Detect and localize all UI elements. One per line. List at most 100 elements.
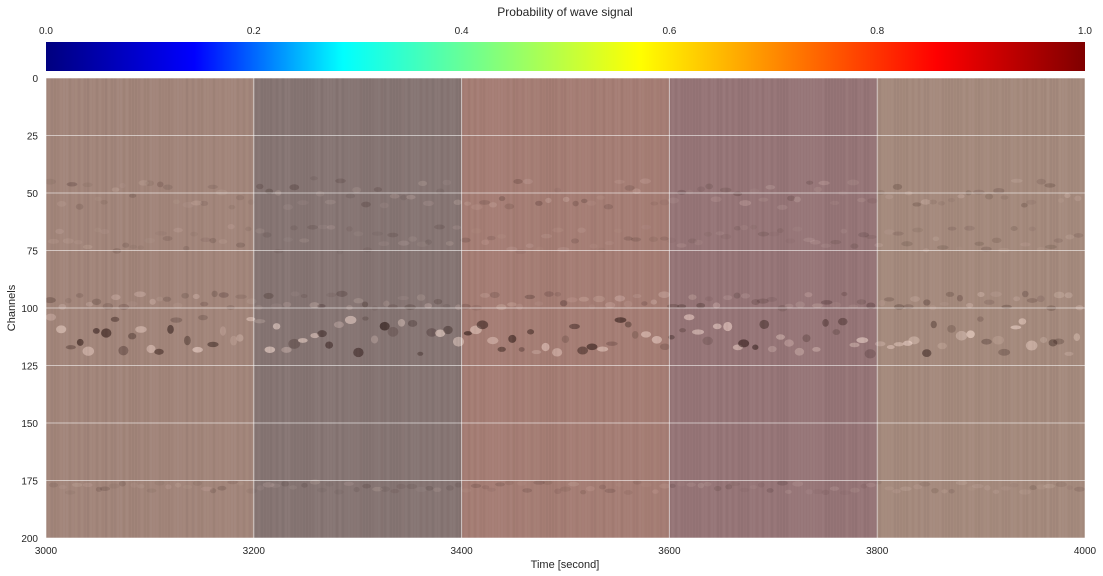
wave-blob <box>822 318 829 327</box>
wave-blob <box>353 231 364 237</box>
wave-blob <box>1040 336 1048 343</box>
wave-blob <box>820 243 831 248</box>
wave-blob <box>1029 485 1037 491</box>
wave-blob <box>200 301 209 307</box>
wave-blob <box>802 334 811 343</box>
wave-blob <box>650 201 659 206</box>
wave-blob <box>119 182 126 189</box>
wave-blob <box>913 484 923 490</box>
wave-blob <box>993 187 1005 194</box>
wave-blob <box>307 225 319 230</box>
wave-blob <box>1074 486 1085 492</box>
wave-blob <box>884 297 895 302</box>
x-tick-label: 3600 <box>658 546 681 557</box>
wave-blob <box>122 242 130 248</box>
wave-blob <box>471 228 482 234</box>
wave-blob <box>1074 195 1082 202</box>
wave-blob <box>910 296 921 302</box>
wave-blob <box>58 303 67 310</box>
wave-blob <box>262 232 272 238</box>
wave-blob <box>738 339 750 348</box>
y-tick-label: 150 <box>21 419 38 430</box>
wave-blob <box>165 484 172 490</box>
y-tick-label: 200 <box>21 534 38 545</box>
colorbar-label: Probability of wave signal <box>497 5 632 19</box>
wave-blob <box>794 347 805 356</box>
wave-blob <box>821 300 833 305</box>
wave-blob <box>624 185 635 191</box>
wave-blob <box>300 293 308 299</box>
wave-blob <box>1066 485 1073 490</box>
wave-blob <box>892 183 903 190</box>
wave-blob <box>345 193 356 199</box>
wave-blob <box>766 296 778 302</box>
wave-blob <box>82 346 95 356</box>
wave-blob <box>1010 178 1023 183</box>
wave-blob <box>614 317 627 323</box>
wave-blob <box>919 481 931 487</box>
y-tick-label: 175 <box>21 477 38 488</box>
wave-blob <box>542 480 553 485</box>
wave-blob <box>433 487 442 492</box>
wave-blob <box>821 489 830 496</box>
grid <box>45 77 1086 539</box>
wave-blob <box>333 489 344 495</box>
wave-blob <box>840 228 847 234</box>
wave-blob <box>1048 339 1058 347</box>
wave-blob <box>809 239 821 245</box>
wave-blob <box>1064 193 1071 199</box>
wave-blob <box>1000 195 1009 200</box>
wave-blob <box>733 226 741 231</box>
wave-blob <box>554 488 562 495</box>
y-ticks: 0 25 50 75 100 125 150 175 200 <box>21 74 38 545</box>
wave-blob <box>586 343 598 351</box>
wave-blob <box>290 225 298 231</box>
wave-blob <box>353 486 360 493</box>
wave-blob <box>422 200 434 206</box>
wave-blob <box>397 240 410 246</box>
wave-blob <box>299 238 310 243</box>
wave-blob <box>263 292 274 300</box>
wave-blob <box>390 489 400 494</box>
wave-blob <box>170 317 183 323</box>
wave-blob <box>192 293 200 300</box>
wave-blob <box>507 302 517 307</box>
wave-blob <box>65 297 72 304</box>
wave-blob <box>541 342 550 352</box>
wave-blob <box>767 231 780 237</box>
wave-blob <box>686 189 693 195</box>
wave-blob <box>667 197 679 204</box>
wave-blob <box>540 233 553 239</box>
wave-blob <box>46 178 56 185</box>
wave-blob <box>596 195 605 200</box>
wave-blob <box>688 238 697 244</box>
wave-blob <box>82 482 93 488</box>
wave-blob <box>373 187 383 192</box>
wave-blob <box>65 345 76 350</box>
wave-blob <box>884 486 895 491</box>
wave-blob <box>527 329 535 335</box>
wave-blob <box>966 330 975 339</box>
wave-blob <box>487 336 499 345</box>
wave-blob <box>219 326 226 336</box>
wave-blob <box>923 299 931 306</box>
wave-blob <box>856 299 867 305</box>
wave-blob <box>922 349 932 357</box>
wave-blob <box>479 200 491 205</box>
wave-blob <box>129 244 138 249</box>
wave-blob <box>496 304 507 311</box>
wave-blob <box>1010 225 1018 232</box>
x-ticks: 3000 3200 3400 3600 3800 4000 <box>35 546 1097 557</box>
wave-blob <box>92 328 100 334</box>
wave-blob <box>566 297 578 303</box>
wave-blob <box>776 334 786 340</box>
wave-blob <box>128 332 137 340</box>
wave-blob <box>719 187 732 193</box>
plot-area <box>45 77 1086 539</box>
y-tick-label: 100 <box>21 304 38 315</box>
wave-blob <box>282 301 292 308</box>
wave-blob <box>513 178 523 184</box>
wave-blob <box>489 291 500 299</box>
wave-blob <box>785 238 796 244</box>
